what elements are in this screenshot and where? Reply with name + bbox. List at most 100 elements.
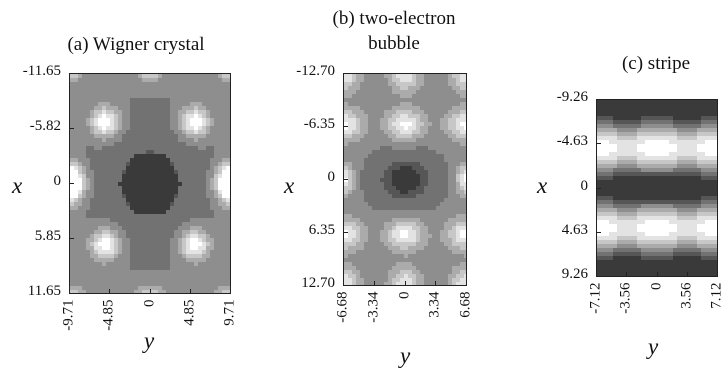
- panel-b-cell: [420, 174, 425, 179]
- panel-a-cell: [166, 274, 171, 279]
- panel-a-cell: [122, 286, 127, 291]
- panel-b-cell: [464, 106, 466, 111]
- panel-b-cell: [388, 282, 393, 285]
- panel-a-cell: [138, 82, 143, 87]
- panel-c-cell: [641, 192, 646, 197]
- panel-a-cell: [142, 266, 147, 271]
- panel-b-cell: [464, 126, 466, 131]
- panel-b-cell: [364, 194, 369, 199]
- panel-a-cell: [174, 86, 179, 91]
- panel-b-cell: [432, 262, 437, 267]
- panel-c-cell: [681, 100, 686, 105]
- panel-a-cell: [170, 238, 175, 243]
- panel-b-cell: [392, 230, 397, 235]
- panel-a-cell: [102, 82, 107, 87]
- panel-b-cell: [392, 162, 397, 167]
- panel-b-cell: [360, 86, 365, 91]
- panel-a-cell: [174, 102, 179, 107]
- panel-a-cell: [182, 242, 187, 247]
- panel-a-cell: [218, 114, 223, 119]
- panel-c-cell: [649, 212, 654, 217]
- panel-a-cell: [186, 170, 191, 175]
- panel-c-cell: [625, 140, 630, 145]
- panel-a-cell: [158, 90, 163, 95]
- panel-a-cell: [206, 102, 211, 107]
- panel-c-cell: [637, 120, 642, 125]
- panel-b-cell: [352, 102, 357, 107]
- panel-a-cell: [226, 118, 230, 123]
- panel-c-cell: [601, 108, 606, 113]
- panel-c-cell: [709, 124, 714, 129]
- panel-c-cell: [653, 156, 658, 161]
- panel-a-cell: [90, 110, 95, 115]
- panel-c-cell: [697, 176, 702, 181]
- panel-a-cell: [218, 222, 223, 227]
- panel-a-cell: [222, 170, 227, 175]
- panel-a-cell: [206, 222, 211, 227]
- panel-a-cell: [142, 110, 147, 115]
- panel-b-cell: [420, 178, 425, 183]
- panel-b-cell: [416, 170, 421, 175]
- panel-a-cell: [118, 78, 123, 83]
- panel-b-cell: [408, 74, 413, 79]
- panel-a-cell: [98, 118, 103, 123]
- panel-b-cell: [388, 230, 393, 235]
- panel-a-cell: [130, 118, 135, 123]
- panel-b-cell: [380, 110, 385, 115]
- panel-b-cell: [404, 258, 409, 263]
- panel-b-cell: [360, 78, 365, 83]
- panel-b-cell: [384, 118, 389, 123]
- panel-a-title: (a) Wigner crystal: [67, 34, 205, 55]
- panel-c-cell: [645, 160, 650, 165]
- panel-b-cell: [428, 138, 433, 143]
- panel-a-cell: [214, 114, 219, 119]
- panel-a-cell: [114, 210, 119, 215]
- panel-b-cell: [388, 150, 393, 155]
- panel-b-cell: [388, 218, 393, 223]
- panel-b-cell: [348, 106, 353, 111]
- panel-c-cell: [693, 220, 698, 225]
- panel-c-cell: [617, 100, 622, 105]
- panel-a-cell: [90, 190, 95, 195]
- panel-b-cell: [412, 206, 417, 211]
- panel-b-cell: [424, 222, 429, 227]
- panel-c-cell: [633, 160, 638, 165]
- panel-b-cell: [376, 126, 381, 131]
- panel-c-cell: [669, 108, 674, 113]
- panel-c-cell: [705, 124, 710, 129]
- panel-c-cell: [637, 200, 642, 205]
- panel-b-cell: [372, 146, 377, 151]
- panel-a-cell: [90, 230, 95, 235]
- panel-c-cell: [693, 204, 698, 209]
- panel-b-cell: [384, 102, 389, 107]
- panel-b-cell: [368, 86, 373, 91]
- panel-a-cell: [90, 82, 95, 87]
- panel-a-cell: [218, 134, 223, 139]
- panel-c-cell: [601, 148, 606, 153]
- panel-a-cell: [70, 258, 75, 263]
- panel-a-cell: [86, 262, 91, 267]
- panel-a-cell: [170, 90, 175, 95]
- panel-a-cell: [74, 78, 79, 83]
- panel-b-cell: [448, 238, 453, 243]
- panel-a-cell: [186, 246, 191, 251]
- panel-a-cell: [86, 178, 91, 183]
- panel-a-cell: [186, 266, 191, 271]
- panel-b-cell: [412, 98, 417, 103]
- panel-b-cell: [392, 206, 397, 211]
- panel-c-cell: [629, 100, 634, 105]
- panel-b-cell: [376, 194, 381, 199]
- panel-a-cell: [98, 122, 103, 127]
- panel-a-cell: [206, 270, 211, 275]
- panel-a-cell: [110, 134, 115, 139]
- panel-b-cell: [456, 162, 461, 167]
- panel-a-cell: [126, 162, 131, 167]
- panel-c-cell: [597, 100, 602, 105]
- panel-a-cell: [102, 118, 107, 123]
- panel-b-cell: [368, 110, 373, 115]
- panel-b-cell: [376, 270, 381, 275]
- panel-b-cell: [360, 154, 365, 159]
- panel-a-cell: [102, 102, 107, 107]
- panel-a-cell: [194, 206, 199, 211]
- panel-a-cell: [162, 82, 167, 87]
